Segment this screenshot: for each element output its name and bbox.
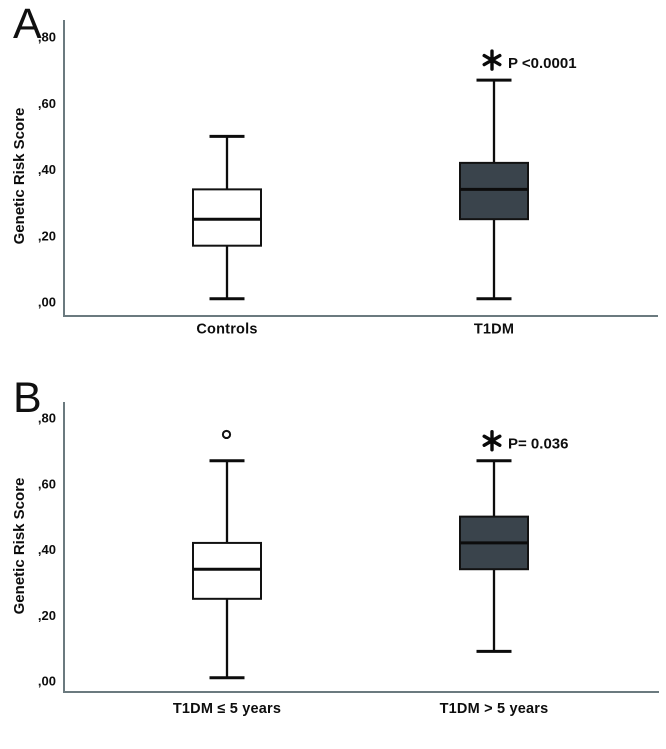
panel-a-letter: A: [13, 0, 42, 48]
iqr-box: [459, 161, 529, 221]
boxplot-right: P= 0.036: [459, 430, 568, 653]
y-tick-label: ,60: [38, 476, 56, 491]
panel-b-letter: B: [13, 375, 42, 422]
y-tick-label: ,40: [38, 542, 56, 557]
y-tick-label: ,00: [38, 295, 56, 310]
panel-a-y-axis-title: Genetic Risk Score: [11, 108, 28, 245]
category-label: Controls: [196, 322, 257, 338]
y-tick-label: ,20: [38, 228, 56, 243]
y-tick-label: ,40: [38, 162, 56, 177]
y-tick-label: ,80: [38, 411, 56, 426]
category-label: T1DM > 5 years: [440, 701, 549, 717]
boxplot-right: P <0.0001: [459, 49, 577, 301]
panel-b: B Genetic Risk Score ,00 ,20 ,40 ,60 ,80 T1DM…: [0, 375, 666, 749]
category-label: T1DM ≤ 5 years: [173, 701, 281, 717]
category-label: T1DM: [474, 322, 514, 338]
y-tick-label: ,60: [38, 96, 56, 111]
iqr-box: [192, 188, 262, 247]
boxplot-left: [192, 429, 262, 680]
panel-b-y-axis-title: Genetic Risk Score: [11, 478, 28, 615]
panel-b-plot: B Genetic Risk Score ,00 ,20 ,40 ,60 ,80 T1DM…: [11, 375, 659, 717]
boxplot-left: [192, 134, 262, 301]
significance-label: P= 0.036: [508, 436, 568, 453]
panel-a-plot-area: ,00 ,20 ,40 ,60 ,80 Controls P <0.0001 T1DM: [38, 20, 658, 338]
iqr-box: [192, 541, 262, 600]
y-tick-label: ,80: [38, 30, 56, 45]
significance-asterisk-icon: [482, 430, 502, 452]
panel-b-plot-area: ,00 ,20 ,40 ,60 ,80 T1DM ≤ 5 years P= 0.036 T1D…: [38, 402, 659, 717]
significance-label: P <0.0001: [508, 55, 577, 72]
outlier-point: [221, 429, 232, 440]
y-tick-label: ,00: [38, 674, 56, 689]
significance-asterisk-icon: [482, 49, 502, 71]
panel-a: A Genetic Risk Score ,00 ,20 ,40 ,60 ,80 Cont…: [11, 0, 658, 338]
panel-a-plot: A Genetic Risk Score ,00 ,20 ,40 ,60 ,80 Cont…: [11, 0, 658, 338]
y-tick-label: ,20: [38, 608, 56, 623]
